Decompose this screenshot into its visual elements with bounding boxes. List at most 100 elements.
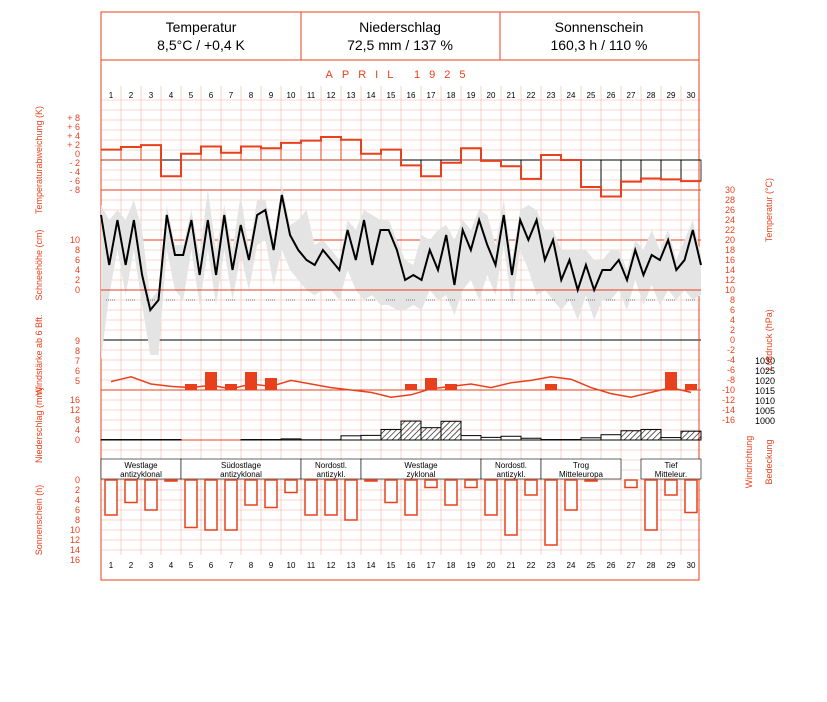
weather-type-label: Nordostl. xyxy=(315,461,347,470)
precip-bar xyxy=(440,420,462,441)
day-label: 19 xyxy=(467,91,476,100)
day-label: 12 xyxy=(327,91,336,100)
precip-tick: 12 xyxy=(70,405,80,415)
precip-bar xyxy=(400,420,422,441)
sunshine-bar xyxy=(184,479,198,529)
temperature-panel xyxy=(100,185,702,360)
sunshine-bar xyxy=(284,479,298,494)
day-label: 3 xyxy=(149,561,154,570)
day-label: 4 xyxy=(169,91,174,100)
temperature-tick: 30 xyxy=(725,185,735,195)
precip-bar xyxy=(380,428,402,441)
wind-bar xyxy=(685,384,697,390)
day-label: 11 xyxy=(307,561,316,570)
day-label: 23 xyxy=(547,561,556,570)
day-label: 13 xyxy=(347,561,356,570)
precip-tick: 0 xyxy=(75,435,80,445)
sunshine-bar xyxy=(164,479,178,482)
sunshine-bar xyxy=(464,479,478,489)
snow-tick: 4 xyxy=(75,265,80,275)
axis-title-pressure: Luftdruck (hPa) xyxy=(764,309,774,371)
day-label: 21 xyxy=(507,91,516,100)
anomaly-tick: + 2 xyxy=(67,140,80,150)
day-label: 21 xyxy=(507,561,516,570)
axis-ticks: + 8+ 6+ 4+ 20- 2- 4- 6- 8 302826242220181… xyxy=(67,113,775,565)
pressure-tick: 1030 xyxy=(755,356,775,366)
header-sun-title: Sonnenschein xyxy=(555,19,644,35)
sunshine-tick: 0 xyxy=(75,475,80,485)
precip-bar xyxy=(480,436,502,441)
day-labels-bottom: 1 2 3 4 5 6 7 8 9 10 11 12 13 14 15 16 17 18 19 20 21 22 23 24 2… xyxy=(109,561,696,570)
temperature-tick: -12 xyxy=(722,395,735,405)
pressure-tick: 1005 xyxy=(755,406,775,416)
day-label: 20 xyxy=(487,561,496,570)
day-label: 22 xyxy=(527,91,536,100)
anomaly-tick: 0 xyxy=(75,149,80,159)
snow-tick: 0 xyxy=(75,285,80,295)
pressure-tick: 1010 xyxy=(755,396,775,406)
snow-tick: 2 xyxy=(75,275,80,285)
wind-bar xyxy=(245,372,257,390)
sunshine-bar xyxy=(304,479,318,516)
day-label: 22 xyxy=(527,561,536,570)
sunshine-tick: 6 xyxy=(75,505,80,515)
precip-tick: 4 xyxy=(75,425,80,435)
wind-bar xyxy=(225,384,237,390)
precipitation-panel xyxy=(100,420,702,441)
sunshine-bar xyxy=(144,479,158,511)
precip-bar xyxy=(280,438,302,441)
day-label: 11 xyxy=(307,91,316,100)
temperature-tick: 8 xyxy=(730,295,735,305)
day-label: 19 xyxy=(467,561,476,570)
day-label: 9 xyxy=(269,91,274,100)
day-label: 30 xyxy=(687,91,696,100)
axis-title-cloud: Bedeckung xyxy=(764,439,774,484)
snow-tick: 6 xyxy=(75,255,80,265)
axis-title-snow: Schneehöhe (cm) xyxy=(34,229,44,300)
sunshine-bar xyxy=(264,479,278,509)
anomaly-tick: + 8 xyxy=(67,113,80,123)
header-sun-value: 160,3 h / 110 % xyxy=(550,37,647,53)
precip-bar xyxy=(500,435,522,441)
weather-type-label: Tief xyxy=(664,461,678,470)
day-label: 2 xyxy=(129,91,134,100)
weather-type-label: antizykl. xyxy=(317,470,346,479)
day-label: 2 xyxy=(129,561,134,570)
day-label: 28 xyxy=(647,561,656,570)
day-label: 27 xyxy=(627,561,636,570)
sunshine-bar xyxy=(124,479,138,504)
day-label: 13 xyxy=(347,91,356,100)
sunshine-bar xyxy=(224,479,238,531)
temperature-tick: 28 xyxy=(725,195,735,205)
sunshine-tick: 12 xyxy=(70,535,80,545)
snow-tick: 8 xyxy=(75,245,80,255)
pressure-line xyxy=(110,376,692,398)
precip-bar xyxy=(340,435,362,441)
day-label: 10 xyxy=(287,561,296,570)
sunshine-bar xyxy=(524,479,538,496)
sunshine-bar xyxy=(404,479,418,516)
day-label: 18 xyxy=(447,561,456,570)
day-label: 26 xyxy=(607,91,616,100)
precip-bar xyxy=(520,437,542,441)
sunshine-bar xyxy=(484,479,498,516)
temperature-range-band xyxy=(101,185,701,360)
day-label: 18 xyxy=(447,91,456,100)
sunshine-bar xyxy=(244,479,258,506)
temperature-tick: -4 xyxy=(727,355,735,365)
sunshine-tick: 2 xyxy=(75,485,80,495)
weather-type-label: antizyklonal xyxy=(120,470,162,479)
pressure-tick: 1025 xyxy=(755,366,775,376)
sunshine-bar xyxy=(424,479,438,489)
wind-tick: 9 xyxy=(75,336,80,346)
sunshine-bar xyxy=(504,479,518,536)
temperature-tick: 2 xyxy=(730,325,735,335)
temperature-tick: 6 xyxy=(730,305,735,315)
anomaly-tick: - 4 xyxy=(69,167,80,177)
day-label: 4 xyxy=(169,561,174,570)
day-label: 15 xyxy=(387,561,396,570)
wind-bar xyxy=(665,372,677,390)
day-label: 1 xyxy=(109,561,114,570)
axis-title-winddir: Windrichtung xyxy=(744,436,754,489)
